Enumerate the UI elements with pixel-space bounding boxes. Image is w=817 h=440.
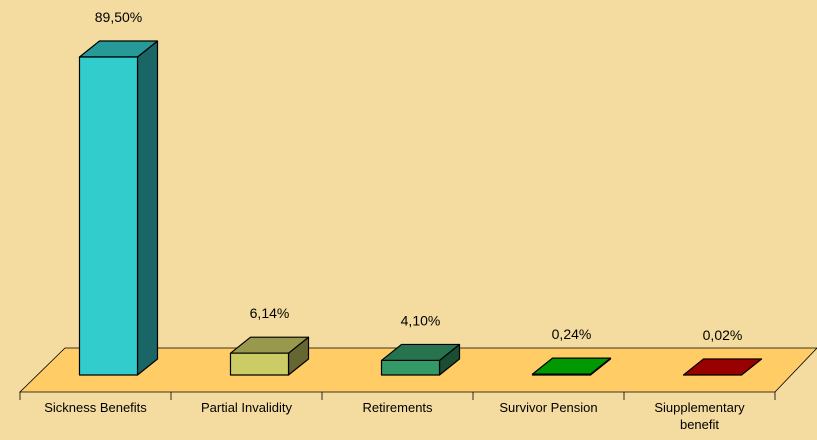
bar [229, 352, 290, 376]
bar [380, 359, 441, 376]
value-label: 0,24% [552, 326, 592, 342]
x-tick-label: Sickness Benefits [44, 400, 147, 415]
x-tick-label: Siupplementary benefit [654, 400, 745, 432]
bar-side [136, 40, 159, 376]
value-label: 89,50% [95, 9, 142, 25]
bar [531, 373, 592, 376]
value-label: 0,02% [703, 327, 743, 343]
value-label: 6,14% [250, 305, 290, 321]
bar [78, 56, 139, 376]
x-tick-label: Partial Invalidity [200, 400, 293, 415]
x-tick-label: Retirements [362, 400, 433, 415]
value-label: 4,10% [401, 312, 441, 328]
x-tick-label: Survivor Pension [499, 400, 598, 415]
